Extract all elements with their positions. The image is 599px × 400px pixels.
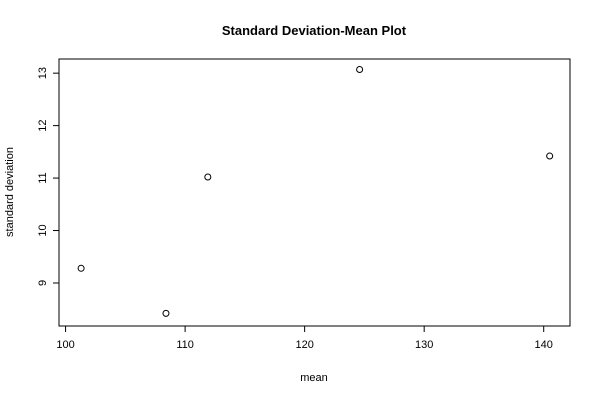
y-tick-label: 9 <box>37 280 49 286</box>
data-point <box>162 309 170 317</box>
x-tick-label: 120 <box>295 339 313 351</box>
y-axis-label: standard deviation <box>4 147 16 237</box>
data-points <box>77 65 554 317</box>
data-point <box>356 65 364 73</box>
data-point <box>204 173 212 181</box>
y-tick-label: 10 <box>37 224 49 236</box>
y-tick-label: 13 <box>37 67 49 79</box>
data-point <box>546 152 554 160</box>
y-tick-label: 12 <box>37 119 49 131</box>
x-axis: 100 110 120 130 140 <box>56 325 553 351</box>
x-axis-label: mean <box>300 372 328 384</box>
plot-frame <box>58 58 571 327</box>
x-tick-label: 130 <box>415 339 433 351</box>
data-point <box>77 264 85 272</box>
x-tick-label: 100 <box>56 339 74 351</box>
chart-title: Standard Deviation-Mean Plot <box>222 23 407 38</box>
x-tick-label: 110 <box>176 339 194 351</box>
y-tick-label: 11 <box>37 172 49 183</box>
y-axis: 9 10 11 12 13 <box>37 67 60 286</box>
x-tick-label: 140 <box>535 339 553 351</box>
